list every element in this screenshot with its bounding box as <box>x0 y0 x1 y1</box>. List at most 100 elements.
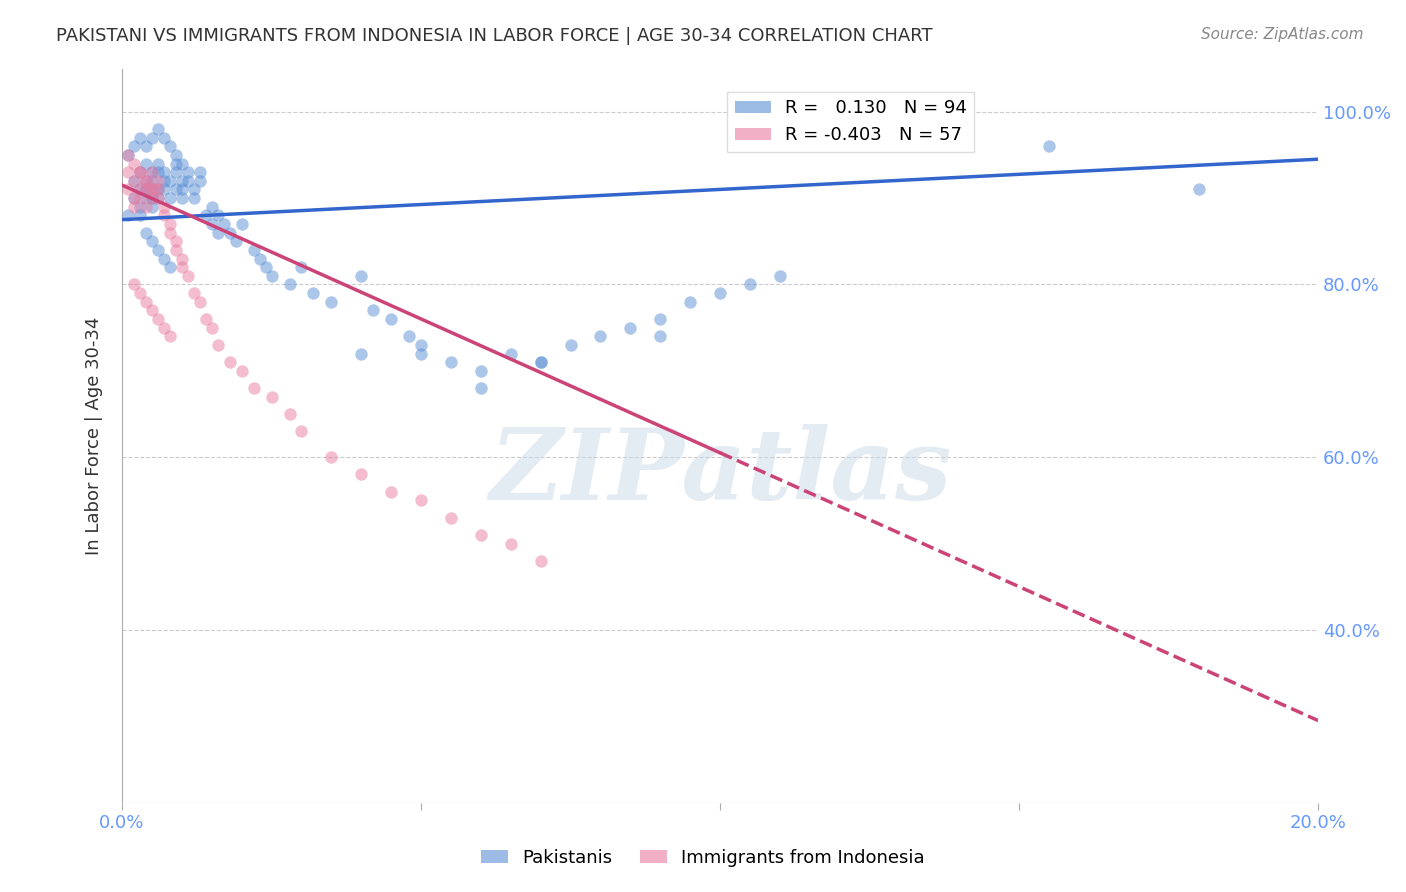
Point <box>440 355 463 369</box>
Point <box>122 191 145 205</box>
Point <box>201 200 224 214</box>
Point <box>135 139 157 153</box>
Point <box>146 191 169 205</box>
Point <box>231 364 253 378</box>
Point <box>141 182 163 196</box>
Point <box>146 165 169 179</box>
Point <box>129 191 152 205</box>
Point <box>146 312 169 326</box>
Legend: R =   0.130   N = 94, R = -0.403   N = 57: R = 0.130 N = 94, R = -0.403 N = 57 <box>727 92 974 152</box>
Point <box>117 148 139 162</box>
Point <box>254 260 277 274</box>
Point <box>470 381 492 395</box>
Point <box>218 226 240 240</box>
Point <box>159 191 181 205</box>
Point <box>290 424 312 438</box>
Point <box>135 174 157 188</box>
Point <box>122 156 145 170</box>
Point <box>141 303 163 318</box>
Point <box>350 346 373 360</box>
Point <box>146 182 169 196</box>
Point <box>249 252 271 266</box>
Point <box>409 493 432 508</box>
Point <box>153 182 176 196</box>
Legend: Pakistanis, Immigrants from Indonesia: Pakistanis, Immigrants from Indonesia <box>474 842 932 874</box>
Point <box>679 294 702 309</box>
Point <box>183 286 205 301</box>
Point <box>117 148 139 162</box>
Point <box>170 156 193 170</box>
Point <box>135 156 157 170</box>
Point <box>242 243 264 257</box>
Point <box>350 268 373 283</box>
Point <box>194 208 217 222</box>
Point <box>398 329 420 343</box>
Point <box>159 217 181 231</box>
Point <box>165 182 187 196</box>
Point <box>159 174 181 188</box>
Point <box>135 182 157 196</box>
Point <box>170 174 193 188</box>
Point <box>122 200 145 214</box>
Point <box>122 174 145 188</box>
Point <box>141 130 163 145</box>
Point <box>409 346 432 360</box>
Point <box>177 165 200 179</box>
Point <box>141 234 163 248</box>
Point <box>165 156 187 170</box>
Point <box>135 200 157 214</box>
Point <box>177 268 200 283</box>
Point <box>153 174 176 188</box>
Point <box>361 303 384 318</box>
Point <box>122 139 145 153</box>
Point <box>589 329 612 343</box>
Point <box>278 407 301 421</box>
Point <box>129 165 152 179</box>
Point <box>499 346 522 360</box>
Point <box>530 554 553 568</box>
Point <box>141 182 163 196</box>
Point <box>321 294 343 309</box>
Point <box>170 260 193 274</box>
Point <box>530 355 553 369</box>
Point <box>129 165 152 179</box>
Point <box>170 182 193 196</box>
Point <box>129 286 152 301</box>
Point <box>302 286 325 301</box>
Point <box>153 208 176 222</box>
Point <box>1038 139 1060 153</box>
Point <box>159 139 181 153</box>
Point <box>153 320 176 334</box>
Point <box>165 165 187 179</box>
Point <box>122 277 145 292</box>
Point <box>530 355 553 369</box>
Point <box>207 208 229 222</box>
Point <box>218 355 240 369</box>
Point <box>560 338 582 352</box>
Point <box>207 226 229 240</box>
Point <box>165 234 187 248</box>
Point <box>135 226 157 240</box>
Point <box>188 165 211 179</box>
Point <box>135 182 157 196</box>
Point <box>141 174 163 188</box>
Point <box>129 200 152 214</box>
Point <box>135 174 157 188</box>
Point <box>201 320 224 334</box>
Point <box>129 165 152 179</box>
Point <box>212 217 235 231</box>
Point <box>122 174 145 188</box>
Text: ZIPatlas: ZIPatlas <box>489 424 952 521</box>
Point <box>165 243 187 257</box>
Point <box>141 191 163 205</box>
Point <box>135 191 157 205</box>
Point <box>159 329 181 343</box>
Point <box>183 191 205 205</box>
Point <box>380 484 402 499</box>
Point <box>738 277 761 292</box>
Point <box>499 536 522 550</box>
Point <box>440 510 463 524</box>
Point <box>122 191 145 205</box>
Point <box>260 390 283 404</box>
Point <box>619 320 641 334</box>
